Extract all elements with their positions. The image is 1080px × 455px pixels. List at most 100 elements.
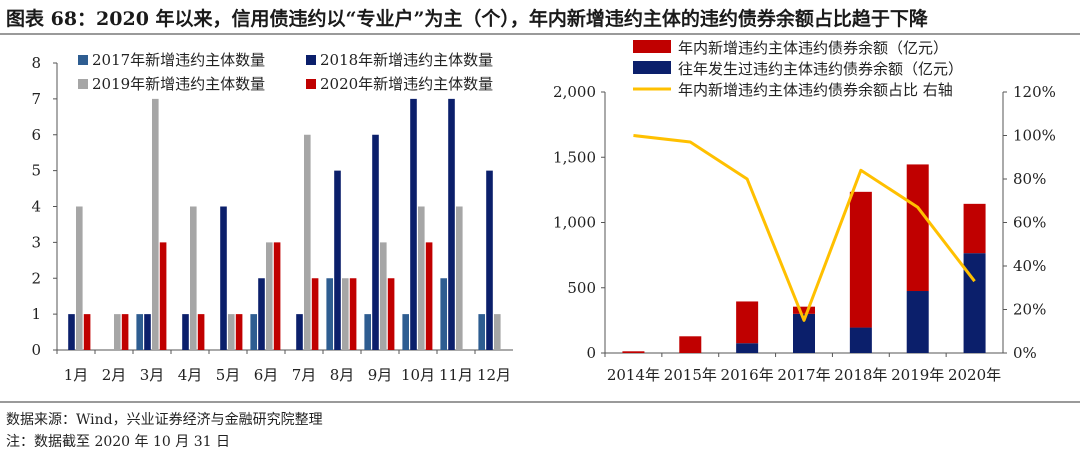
left-bar-2020: [273, 242, 281, 350]
left-x-tick-label: 7月: [292, 366, 317, 384]
right-bar-old: [906, 291, 929, 353]
right-bar-new: [906, 164, 929, 292]
left-bar-2018: [258, 278, 265, 350]
left-bar-2020: [83, 314, 91, 350]
left-y-tick-label: 0: [31, 341, 41, 359]
title-divider: [0, 33, 1080, 35]
left-legend-label: 2018年新增违约主体数量: [320, 51, 493, 69]
left-legend-label: 2019年新增违约主体数量: [92, 75, 265, 93]
left-bar-2020: [235, 314, 243, 350]
left-bar-2018: [372, 134, 379, 350]
right-y2-tick-label: 0%: [1013, 344, 1037, 362]
left-x-tick-label: 6月: [254, 366, 279, 384]
left-y-tick-label: 6: [31, 126, 41, 144]
left-x-tick-label: 10月: [401, 366, 435, 384]
left-bar-2018: [448, 98, 455, 350]
right-y2-tick-label: 40%: [1013, 257, 1046, 275]
left-x-tick-label: 2月: [102, 366, 127, 384]
left-bar-2020: [387, 278, 395, 350]
right-bar-old: [793, 313, 815, 353]
left-bar-2020: [311, 278, 319, 350]
right-x-tick-label: 2016年: [721, 366, 774, 384]
left-legend-label: 2017年新增违约主体数量: [92, 51, 265, 69]
left-bar-2020: [197, 314, 205, 350]
source-note: 数据来源：Wind，兴业证券经济与金融研究院整理: [6, 412, 323, 428]
left-bar-2019: [456, 206, 463, 350]
left-bar-2018: [334, 170, 341, 350]
left-bar-2019: [418, 206, 425, 350]
right-y-tick-label: 0: [586, 344, 596, 362]
right-y-tick-label: 2,000: [553, 83, 596, 101]
left-x-tick-label: 5月: [216, 366, 241, 384]
left-x-tick-label: 12月: [477, 366, 511, 384]
left-y-tick-label: 3: [31, 233, 41, 251]
right-y2-tick-label: 100%: [1013, 127, 1056, 145]
left-bar-2019: [228, 314, 235, 350]
left-x-tick-label: 11月: [439, 366, 473, 384]
right-x-tick-label: 2020年: [948, 366, 1001, 384]
right-y-tick-label: 500: [567, 279, 596, 297]
right-legend-label: 年内新增违约主体违约债券余额（亿元）: [678, 39, 948, 57]
right-x-tick-label: 2018年: [834, 366, 887, 384]
right-legend-swatch: [633, 40, 671, 53]
left-bar-2018: [296, 314, 303, 350]
left-legend-swatch: [78, 55, 88, 65]
right-legend-label: 往年发生过违约主体违约债券余额（亿元）: [678, 60, 963, 78]
left-bar-2019: [266, 242, 273, 350]
left-legend-swatch: [306, 79, 316, 89]
left-bar-2018: [68, 314, 75, 350]
right-x-tick-label: 2019年: [891, 366, 944, 384]
right-x-tick-label: 2014年: [607, 366, 660, 384]
left-bar-2018: [144, 314, 151, 350]
left-bar-2017: [440, 278, 447, 350]
right-ratio-line: [633, 134, 976, 322]
left-y-tick-label: 2: [31, 269, 41, 287]
left-bar-2017: [364, 314, 371, 350]
left-legend-swatch: [78, 79, 88, 89]
right-bar-new: [679, 336, 702, 353]
left-bar-2020: [121, 314, 129, 350]
left-bar-2019: [76, 206, 83, 350]
left-bar-2017: [402, 314, 409, 350]
right-bar-old: [963, 253, 986, 353]
right-bar-new: [793, 306, 815, 314]
right-legend-swatch: [633, 61, 671, 74]
right-bar-old: [736, 343, 759, 353]
left-x-tick-label: 9月: [368, 366, 393, 384]
right-bar-new: [736, 301, 759, 344]
left-bar-2017: [136, 314, 143, 350]
right-y2-tick-label: 20%: [1013, 301, 1046, 319]
left-x-tick-label: 3月: [140, 366, 165, 384]
left-bar-2019: [190, 206, 197, 350]
left-bar-2020: [159, 242, 167, 350]
left-bar-2020: [425, 242, 433, 350]
left-bar-2019: [342, 278, 349, 350]
right-x-tick-label: 2017年: [777, 366, 830, 384]
left-x-tick-label: 8月: [330, 366, 355, 384]
left-x-tick-label: 4月: [178, 366, 203, 384]
right-bar-new: [622, 351, 645, 353]
right-legend-label: 年内新增违约主体违约债券余额占比 右轴: [678, 81, 953, 99]
left-bar-2017: [250, 314, 257, 350]
left-x-tick-label: 1月: [64, 366, 89, 384]
left-y-tick-label: 4: [31, 198, 41, 216]
left-bar-2019: [114, 314, 121, 350]
left-bar-2018: [182, 314, 189, 350]
right-bar-old: [849, 327, 872, 353]
left-legend-swatch: [306, 55, 316, 65]
left-bar-2020: [349, 278, 357, 350]
left-bar-2019: [380, 242, 387, 350]
left-bar-2017: [478, 314, 485, 350]
left-y-tick-label: 1: [31, 305, 41, 323]
left-bar-2019: [152, 98, 159, 350]
right-y-tick-label: 1,500: [553, 148, 596, 166]
right-bar-new: [849, 191, 872, 328]
left-y-tick-label: 7: [31, 90, 41, 108]
page-title: 图表 68：2020 年以来，信用债违约以“专业户”为主（个），年内新增违约主体…: [6, 8, 928, 30]
left-bar-2018: [220, 206, 227, 350]
left-y-tick-label: 8: [31, 54, 41, 72]
right-y2-tick-label: 120%: [1013, 83, 1056, 101]
left-legend-label: 2020年新增违约主体数量: [320, 75, 493, 93]
left-bar-2018: [410, 98, 417, 350]
